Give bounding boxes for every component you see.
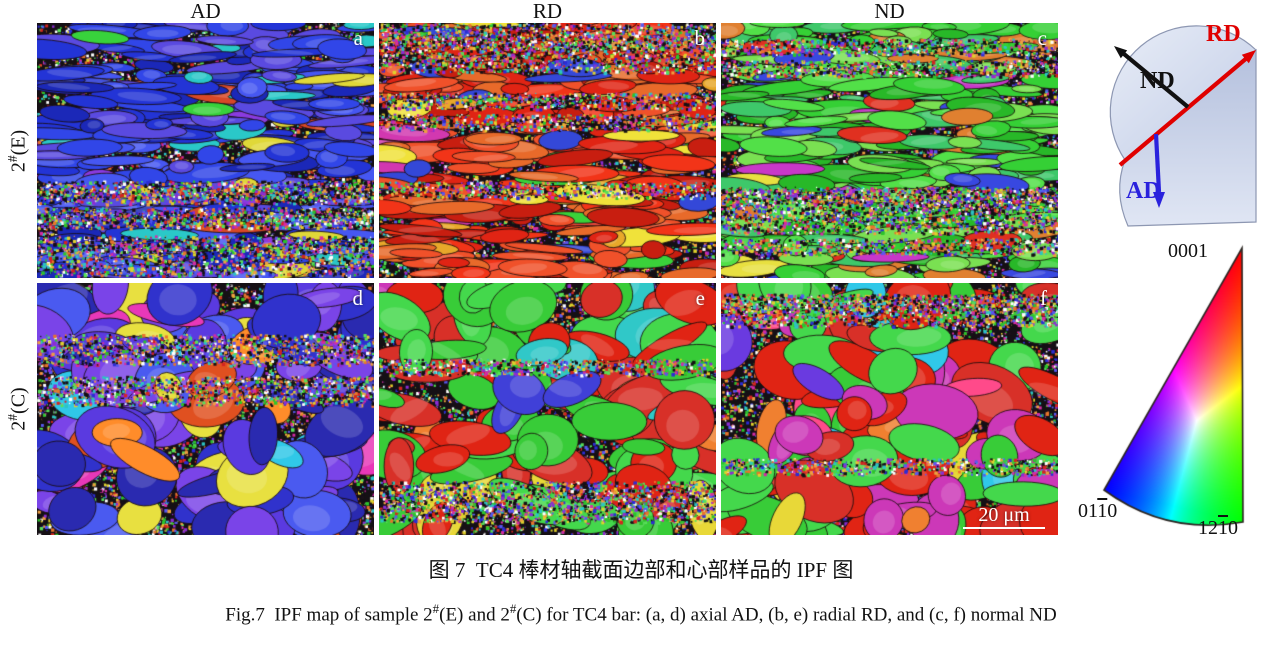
rd-arrow-line [1118,55,1250,167]
scale-bar-line [963,527,1045,529]
ipf-color-key-triangle [1075,240,1275,540]
ebsd-micrograph-b [379,23,716,278]
nd-arrow-line [1122,52,1190,109]
ad-arrow-line [1153,133,1162,193]
rd-arrow-head [1241,50,1256,64]
panel-letter-c: c [1037,26,1047,50]
column-header-ad: AD [190,0,221,23]
column-header-rd: RD [532,0,563,23]
cylinder-top-face [1109,25,1257,161]
nd-arrow-head [1114,46,1128,59]
caption-english: Fig.7 IPF map of sample 2#(E) and 2#(C) … [225,601,1057,626]
ipf-map-panel-e: e [379,283,716,535]
scale-bar-label: 20 μm [978,504,1030,526]
ipf-map-panel-d: d [37,283,374,535]
ipf-map-panel-a: a [37,23,374,278]
column-header-nd: ND [874,0,905,23]
caption-chinese: 图 7 TC4 棒材轴截面边部和心部样品的 IPF 图 [428,558,854,582]
ebsd-micrograph-e [379,283,716,535]
panel-letter-d: d [352,286,364,310]
ebsd-micrograph-a [37,23,374,278]
row-label-sup: # [5,155,20,163]
nd-label: ND [1140,68,1175,94]
row-label-base: 2 [7,420,30,431]
row-label-rest: (E) [7,129,30,156]
ebsd-micrograph-f [721,283,1058,535]
row-label-sup: # [5,413,20,421]
row-label-sample-2c: 2#(C) [1,354,30,464]
bar-direction-schematic: RD ND AD [1109,21,1257,227]
ad-label: AD [1126,178,1161,204]
ipf-map-panel-c: c [721,23,1058,278]
ebsd-micrograph-d [37,283,374,535]
ad-arrow-head [1153,192,1165,208]
rd-label: RD [1206,21,1241,47]
panel-letter-f: f [1040,286,1047,310]
panel-letter-b: b [694,26,706,50]
ipf-map-panel-b: b [379,23,716,278]
row-label-sample-2e: 2#(E) [1,96,30,206]
ebsd-micrograph-c [721,23,1058,278]
ipf-map-panel-f: f 20 μm [721,283,1058,535]
ipf-label-1210: 1210 [1198,517,1238,539]
panel-letter-e: e [695,286,705,310]
panel-letter-a: a [353,26,363,50]
row-label-rest: (C) [7,387,30,414]
row-label-base: 2 [7,162,30,173]
scale-bar: 20 μm [963,505,1045,529]
cylinder-front-face [1119,48,1257,227]
ipf-label-0001: 0001 [1168,240,1208,262]
ipf-label-0110: 0110 [1078,500,1118,522]
